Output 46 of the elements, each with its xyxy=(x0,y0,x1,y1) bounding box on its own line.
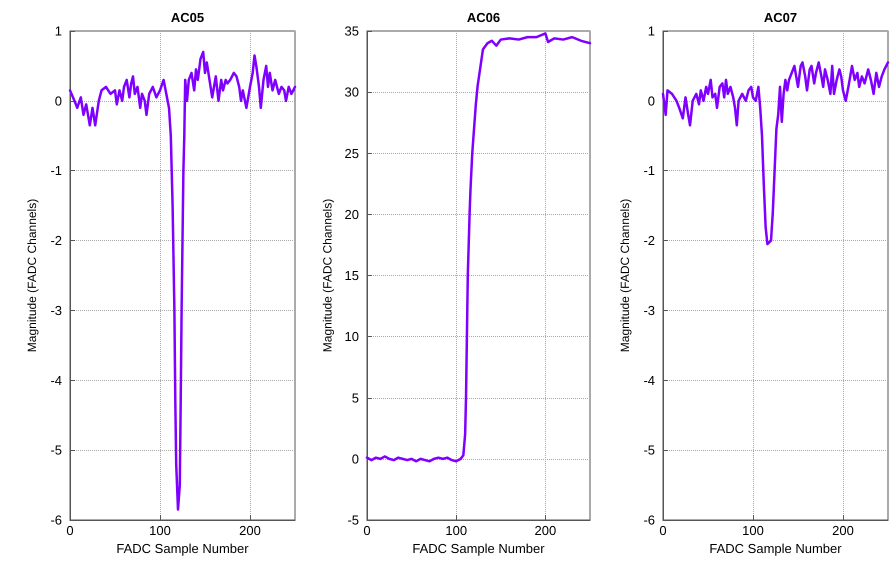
x-axis-title: FADC Sample Number xyxy=(412,541,546,556)
y-tick-label: -3 xyxy=(50,302,62,318)
y-tick-label: 10 xyxy=(344,329,359,344)
y-tick-label: -1 xyxy=(643,163,655,178)
y-tick-label: 15 xyxy=(344,268,359,283)
line-series xyxy=(662,61,890,246)
y-tick-label: 30 xyxy=(344,84,359,100)
y-tick-label: -6 xyxy=(50,512,62,528)
y-tick-label: -2 xyxy=(50,233,62,248)
y-tick-label: -3 xyxy=(643,302,655,318)
y-axis-title: Magnitude (FADC Channels) xyxy=(25,198,39,352)
x-tick-label: 0 xyxy=(363,523,371,538)
y-tick-label: -1 xyxy=(50,163,62,178)
y-tick-label: 25 xyxy=(344,146,359,161)
x-tick-label: 0 xyxy=(659,523,667,538)
y-tick-label: 35 xyxy=(344,24,359,38)
line-series xyxy=(366,32,592,463)
x-axis-title: FADC Sample Number xyxy=(116,541,250,556)
y-tick-label: -5 xyxy=(50,442,62,458)
x-tick-label: 100 xyxy=(149,523,171,538)
y-tick-label: -4 xyxy=(643,372,655,388)
y-tick-label: 1 xyxy=(648,24,655,38)
y-axis-title: Magnitude (FADC Channels) xyxy=(320,198,335,352)
y-tick-label: 5 xyxy=(352,390,359,406)
y-axis-title: Magnitude (FADC Channels) xyxy=(618,198,632,352)
x-axis-title: FADC Sample Number xyxy=(709,541,842,556)
x-tick-label: 100 xyxy=(742,523,764,538)
chart-title: AC07 xyxy=(764,10,798,25)
line-series xyxy=(68,50,296,511)
y-tick-label: -5 xyxy=(643,442,655,458)
chart-title: AC05 xyxy=(170,10,204,25)
x-tick-label: 200 xyxy=(534,523,556,538)
x-tick-label: 200 xyxy=(239,523,261,538)
y-tick-label: 20 xyxy=(344,206,359,222)
y-tick-label: 0 xyxy=(352,451,359,466)
x-tick-label: 0 xyxy=(66,523,74,538)
y-tick-label: -2 xyxy=(643,233,655,248)
y-tick-label: -4 xyxy=(50,372,62,388)
y-tick-label: 1 xyxy=(54,24,62,38)
x-tick-label: 200 xyxy=(832,523,854,538)
y-tick-label: 0 xyxy=(54,93,62,108)
chart-title: AC06 xyxy=(466,10,500,25)
y-tick-label: 0 xyxy=(648,93,655,108)
x-tick-label: 100 xyxy=(445,523,468,538)
y-tick-label: -5 xyxy=(347,512,359,528)
y-tick-label: -6 xyxy=(643,512,655,528)
